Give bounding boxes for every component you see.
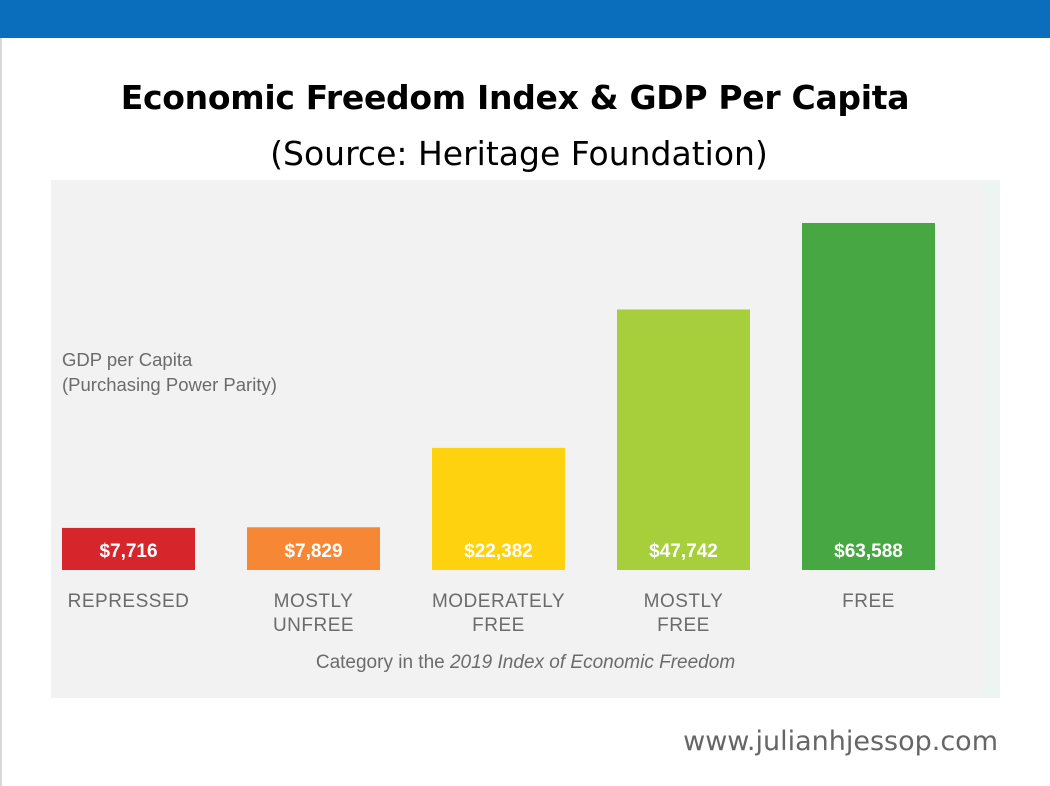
category-label-4-line-0: FREE [842, 591, 895, 612]
category-label-3-line-1: FREE [657, 615, 710, 636]
category-label-3-line-0: MOSTLY [644, 591, 724, 612]
category-label-2-line-0: MODERATELY [432, 591, 565, 612]
category-label-1-line-0: MOSTLY [274, 591, 354, 612]
y-axis-label-line-1: GDP per Capita [62, 349, 193, 370]
bar-0 [62, 527, 195, 570]
bar-value-label-3: $47,742 [649, 541, 718, 562]
category-label-2-line-1: FREE [472, 615, 525, 636]
y-axis-label: GDP per Capita (Purchasing Power Parity) [62, 347, 362, 397]
bar-value-label-2: $22,382 [464, 541, 533, 562]
website-url: www.julianhjessop.com [683, 726, 998, 757]
bar-1 [247, 527, 380, 570]
bar-2 [432, 447, 565, 570]
slide-title: Economic Freedom Index & GDP Per Capita [120, 78, 910, 117]
bar-value-label-4: $63,588 [834, 541, 903, 562]
left-border [0, 38, 2, 786]
bar-3 [617, 309, 750, 570]
category-label-0-line-0: REPRESSED [68, 591, 190, 612]
bar-value-label-0: $7,716 [99, 541, 157, 562]
x-axis-title-prefix: Category in the [315, 652, 450, 673]
bar-chart: $7,716 REPRESSED $7,829 MOSTLY UNFREE $22,382… [62, 223, 935, 636]
x-axis-title-italic: 2019 Index of Economic Freedom [449, 652, 736, 673]
chart-panel-edge [983, 180, 1000, 698]
category-label-1-line-1: UNFREE [273, 615, 354, 636]
bar-value-label-1: $7,829 [284, 541, 342, 562]
header-bar [0, 0, 1050, 38]
y-axis-label-line-2: (Purchasing Power Parity) [62, 374, 277, 395]
x-axis-title: Category in the 2019 Index of Economic F… [51, 652, 1000, 674]
slide-subtitle: (Source: Heritage Foundation) [270, 134, 768, 173]
bar-4 [802, 223, 935, 570]
